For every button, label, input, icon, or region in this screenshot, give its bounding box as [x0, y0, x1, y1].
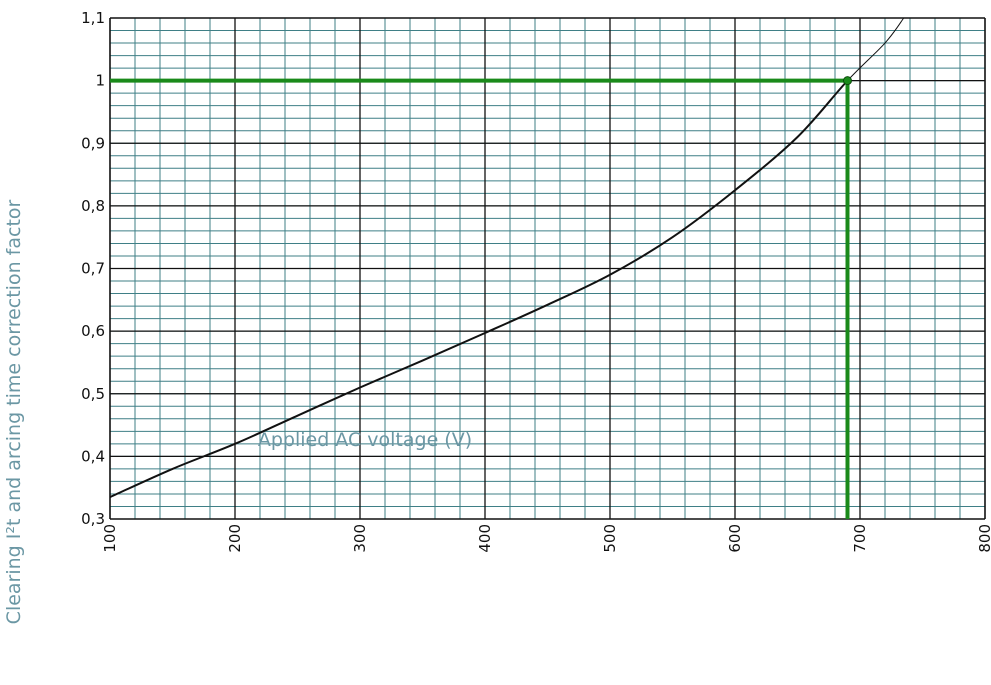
y-tick-label: 0,6 — [81, 322, 105, 340]
x-tick-label: 100 — [101, 524, 119, 553]
x-tick-label: 300 — [351, 524, 369, 553]
y-tick-labels: 0,3 0,4 0,5 0,6 0,7 0,8 0,9 1 1,1 — [81, 9, 105, 528]
x-tick-label: 500 — [601, 524, 619, 553]
y-tick-label: 0,3 — [81, 510, 105, 528]
highlight-lines — [110, 78, 850, 519]
x-tick-label: 700 — [851, 524, 869, 553]
y-axis-title: Clearing I²t and arcing time correction … — [3, 199, 25, 624]
x-axis-title: Applied AC voltage (V) — [258, 429, 472, 451]
highlight-point — [843, 76, 852, 86]
x-tick-label: 200 — [226, 524, 244, 553]
correction-curve-extension — [847, 17, 905, 81]
y-tick-label: 0,8 — [81, 197, 105, 215]
correction-curve — [109, 79, 849, 498]
x-tick-labels: 100 200 300 400 500 600 700 800 — [101, 524, 991, 553]
y-tick-label: 0,4 — [81, 447, 105, 465]
x-tick-label: 600 — [726, 524, 744, 553]
y-tick-label: 0,7 — [81, 260, 105, 278]
y-tick-label: 0,5 — [81, 385, 105, 403]
x-tick-label: 800 — [976, 524, 991, 553]
x-tick-label: 400 — [476, 524, 494, 553]
y-tick-label: 1,1 — [81, 9, 105, 27]
y-tick-label: 0,9 — [81, 134, 105, 152]
curve-layer — [109, 17, 905, 498]
y-tick-label: 1 — [95, 72, 105, 90]
